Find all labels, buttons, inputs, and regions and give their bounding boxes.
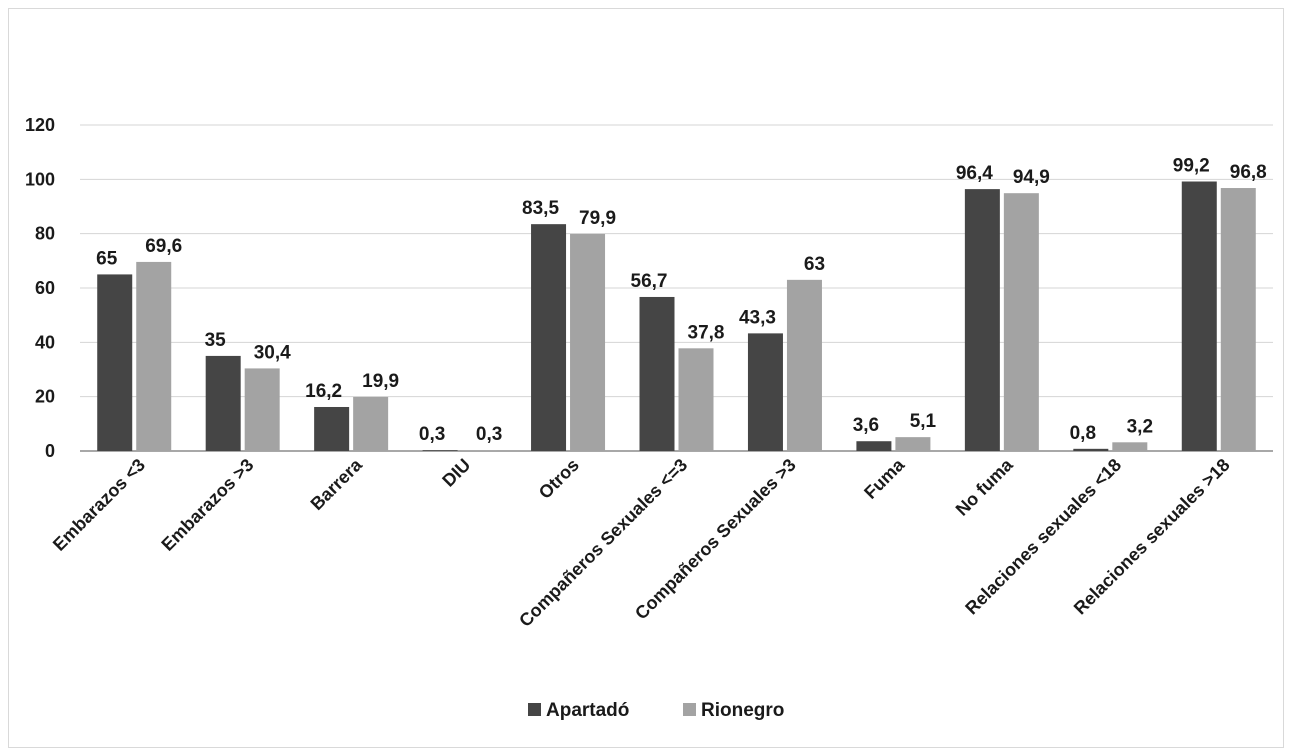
data-label: 56,7 (631, 271, 668, 292)
legend-swatch (683, 703, 696, 716)
data-label: 0,8 (1070, 423, 1096, 444)
data-label: 3,6 (853, 415, 879, 436)
bar-rionegro (353, 396, 389, 451)
data-labels: 65 69,6 35 30,4 16,2 19,9 0,3 0,3 83,5 79,9 56,7 37… (96, 156, 1267, 446)
y-tick-label: 100 (25, 169, 55, 189)
bar-rionegro (1112, 442, 1148, 451)
y-tick-label: 0 (45, 441, 55, 461)
data-label: 65 (96, 248, 118, 269)
bar-rionegro (136, 261, 172, 451)
bar-rionegro (1220, 188, 1256, 451)
data-label: 30,4 (254, 342, 291, 363)
data-label: 94,9 (1013, 167, 1050, 188)
y-tick-label: 60 (35, 278, 55, 298)
x-tick-label: Fuma (860, 454, 909, 503)
bar-rionegro (244, 368, 280, 451)
x-tick-label: Embarazos <3 (49, 455, 149, 555)
bar-rionegro (1003, 193, 1039, 451)
bars (97, 181, 1256, 452)
x-tick-label: DIU (438, 455, 474, 491)
data-label: 99,2 (1173, 156, 1210, 177)
bar-rionegro (570, 233, 606, 451)
bar-apartado (422, 450, 458, 451)
y-tick-label: 120 (25, 115, 55, 135)
bar-rionegro (895, 437, 931, 451)
x-tick-label: Otros (535, 455, 583, 503)
y-tick-label: 20 (35, 387, 55, 407)
legend-label: Apartadó (546, 700, 629, 721)
bar-apartado (314, 406, 350, 451)
bar-rionegro (678, 348, 714, 451)
bar-apartado (1073, 448, 1109, 451)
bar-apartado (856, 441, 892, 451)
bar-apartado (747, 333, 783, 451)
x-tick-label: Embarazos >3 (157, 455, 257, 555)
data-label: 5,1 (910, 411, 937, 432)
data-label: 83,5 (522, 198, 559, 219)
bar-apartado (205, 355, 241, 451)
data-label: 96,8 (1230, 162, 1267, 183)
data-label: 69,6 (145, 236, 182, 257)
data-label: 79,9 (579, 208, 616, 229)
data-label: 0,3 (476, 424, 502, 445)
bar-rionegro (461, 450, 497, 451)
x-tick-label: No fuma (952, 454, 1018, 520)
legend-label: Rionegro (701, 700, 784, 721)
data-label: 3,2 (1127, 416, 1153, 437)
y-axis: 0 20 40 60 80 100 120 (25, 115, 55, 461)
bar-apartado (964, 189, 1000, 451)
data-label: 0,3 (419, 424, 445, 445)
bar-apartado (531, 224, 567, 451)
data-label: 37,8 (688, 322, 725, 343)
bar-apartado (639, 296, 675, 451)
bar-apartado (97, 274, 133, 451)
legend-swatch (528, 703, 541, 716)
data-label: 35 (205, 330, 227, 351)
y-tick-label: 40 (35, 332, 55, 352)
data-label: 43,3 (739, 307, 776, 328)
bar-apartado (1181, 181, 1217, 452)
y-tick-label: 80 (35, 224, 55, 244)
data-label: 19,9 (362, 371, 399, 392)
data-label: 16,2 (305, 381, 342, 402)
legend: Apartadó Rionegro (528, 700, 784, 721)
x-tick-label: Barrera (307, 454, 367, 514)
data-label: 63 (804, 254, 825, 275)
bar-rionegro (786, 279, 822, 451)
data-label: 96,4 (956, 163, 993, 184)
x-axis: Embarazos <3 Embarazos >3 Barrera DIU OtrosC… (49, 454, 1234, 631)
